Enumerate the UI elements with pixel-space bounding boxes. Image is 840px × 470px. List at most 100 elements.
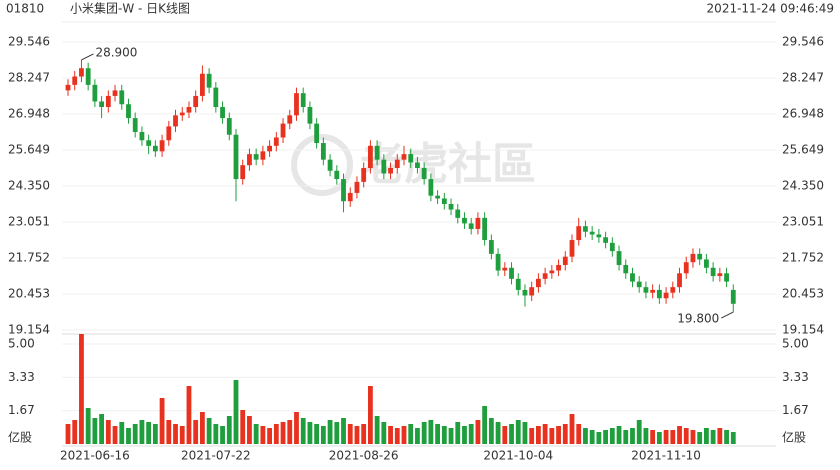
- watermark: 老虎社區: [360, 139, 536, 190]
- volume-bar: [583, 428, 588, 444]
- y-tick-label-right: 24.350: [782, 179, 824, 193]
- volume-bar: [287, 420, 293, 444]
- candle-body: [515, 278, 521, 290]
- candle-body: [710, 267, 716, 277]
- volume-bar: [79, 334, 84, 444]
- y-tick-label-right: 19.154: [782, 323, 824, 337]
- volume-bar: [132, 424, 138, 444]
- annotation: 19.800: [677, 312, 719, 326]
- volume-bar: [717, 428, 723, 444]
- candle-body: [206, 73, 212, 88]
- candle-body: [314, 123, 320, 144]
- y-tick-label-right: 21.752: [782, 251, 824, 265]
- candle-body: [562, 256, 568, 265]
- candle-body: [475, 217, 481, 229]
- candle-body: [166, 126, 172, 141]
- volume-bar: [65, 424, 71, 444]
- volume-bar: [435, 424, 440, 444]
- candle-body: [146, 140, 152, 146]
- candle-body: [670, 287, 676, 293]
- candle-body: [294, 93, 299, 116]
- candle-body: [72, 76, 78, 85]
- x-tick-label: 2021-07-22: [181, 449, 251, 463]
- candle-body: [542, 273, 548, 279]
- volume-bar: [683, 428, 689, 444]
- volume-bar: [401, 426, 407, 444]
- candle-body: [576, 226, 582, 241]
- candle-body: [267, 145, 272, 152]
- candle-body: [300, 93, 306, 108]
- candle-body: [435, 195, 440, 199]
- volume-bar: [388, 426, 393, 444]
- candle-body: [697, 253, 703, 260]
- candle-body: [482, 217, 488, 241]
- volume-bar: [643, 428, 649, 444]
- volume-bar: [368, 386, 373, 444]
- candle-body: [468, 223, 474, 229]
- volume-bar: [408, 424, 414, 444]
- y-tick-label: 3.33: [8, 370, 35, 384]
- y-tick-label-right: 5.00: [782, 337, 809, 351]
- y-tick-label-right: 25.649: [782, 143, 824, 157]
- volume-bar: [226, 416, 232, 444]
- candle-body: [139, 131, 145, 141]
- volume-bar: [92, 418, 98, 444]
- y-tick-label-right: 1.67: [782, 403, 809, 417]
- candle-body: [341, 179, 346, 202]
- candle-body: [415, 162, 420, 168]
- volume-bar: [294, 412, 299, 444]
- volume-bar: [119, 422, 125, 444]
- volume-bar: [314, 424, 320, 444]
- volume-bar: [569, 414, 575, 444]
- candle-body: [549, 270, 555, 274]
- volume-bar: [220, 426, 225, 444]
- volume-bar: [374, 416, 380, 444]
- volume-bar: [556, 426, 561, 444]
- candle-body: [186, 107, 192, 113]
- candle-body: [536, 278, 541, 288]
- volume-bar: [173, 424, 178, 444]
- volume-bar: [273, 424, 279, 444]
- volume-bar: [193, 420, 199, 444]
- volume-bar: [394, 428, 400, 444]
- candle-body: [448, 204, 454, 210]
- volume-bar: [488, 418, 494, 444]
- y-tick-label-right: 20.453: [782, 287, 824, 301]
- annotation: 28.900: [95, 45, 137, 59]
- volume-bar: [421, 422, 427, 444]
- stock-name: 小米集团-W - 日K线图: [70, 1, 190, 16]
- candle-body: [280, 123, 286, 138]
- candle-body: [368, 145, 373, 168]
- volume-bar: [462, 426, 467, 444]
- candle-body: [609, 242, 615, 252]
- candle-body: [65, 84, 71, 91]
- watermark-logo: [291, 134, 353, 196]
- volume-bar: [347, 424, 353, 444]
- candle-body: [636, 281, 642, 288]
- candle-body: [616, 251, 622, 265]
- volume-bar: [280, 422, 286, 444]
- candle-body: [421, 167, 427, 180]
- candle-body: [132, 118, 138, 132]
- volume-bar: [650, 430, 656, 444]
- candle-body: [455, 209, 461, 218]
- volume-bar: [166, 420, 172, 444]
- candle-body: [717, 273, 723, 277]
- y-tick-label: 24.350: [8, 179, 50, 193]
- volume-bar: [529, 428, 535, 444]
- candle-body: [354, 181, 360, 193]
- volume-bar: [152, 424, 158, 444]
- candle-body: [630, 273, 635, 282]
- candle-body: [388, 167, 393, 174]
- candle-body: [596, 234, 602, 238]
- candle-body: [603, 237, 608, 243]
- y-tick-label-right: 26.948: [782, 107, 824, 121]
- candle-body: [488, 240, 494, 254]
- candle-body: [690, 253, 696, 263]
- volume-bar: [361, 424, 367, 444]
- candle-body: [401, 154, 407, 160]
- candle-body: [569, 240, 575, 257]
- candle-body: [92, 84, 98, 102]
- candle-body: [119, 90, 125, 105]
